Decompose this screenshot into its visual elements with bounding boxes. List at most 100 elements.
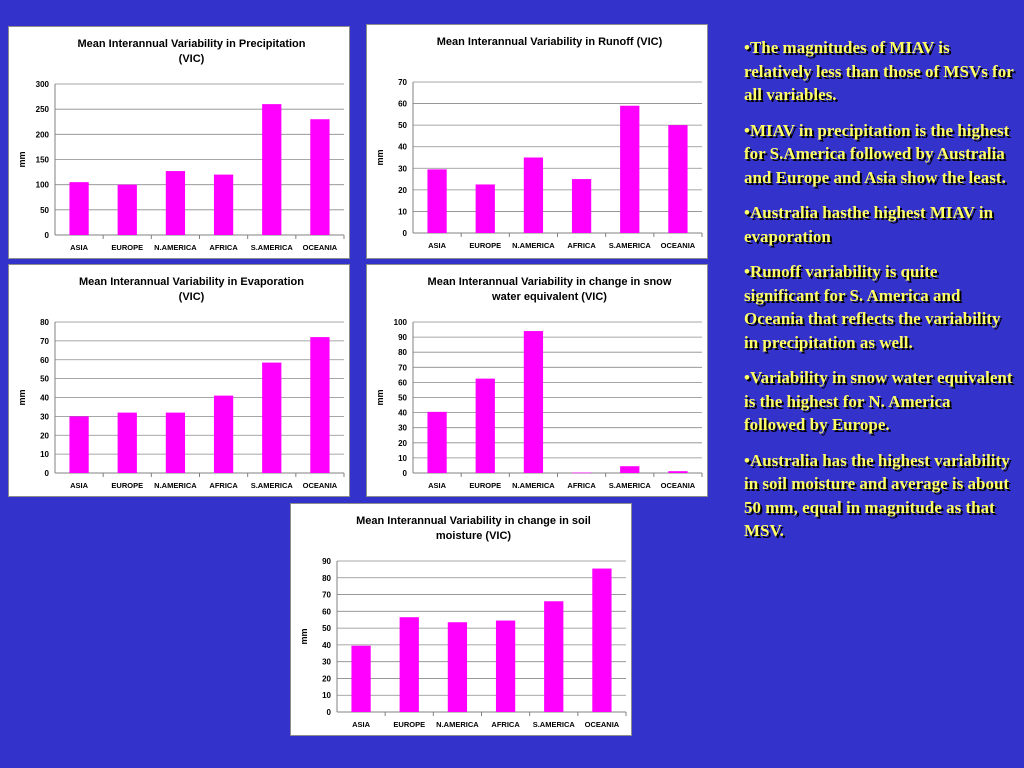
- bar-chart: Mean Interannual Variability in change i…: [299, 515, 627, 729]
- x-tick-label: N.AMERICA: [436, 720, 479, 729]
- y-tick-label: 60: [398, 100, 407, 109]
- y-tick-label: 300: [36, 80, 50, 89]
- bar: [69, 416, 89, 473]
- bar: [165, 412, 186, 473]
- bar: [571, 179, 592, 233]
- y-axis-label: mm: [375, 149, 385, 165]
- x-tick-label: EUROPE: [111, 481, 143, 490]
- y-tick-label: 10: [398, 207, 407, 216]
- note-item: •Runoff variability is quite significant…: [744, 262, 1001, 352]
- x-tick-label: OCEANIA: [661, 481, 696, 490]
- y-tick-label: 50: [322, 624, 331, 633]
- x-tick-label: AFRICA: [209, 481, 238, 490]
- y-tick-label: 100: [394, 318, 408, 327]
- chart-panel-precipitation: Mean Interannual Variability in Precipit…: [8, 26, 350, 259]
- y-tick-label: 0: [327, 708, 332, 717]
- y-tick-label: 70: [398, 78, 407, 87]
- x-tick-label: S.AMERICA: [251, 243, 294, 252]
- bar: [310, 337, 330, 473]
- x-tick-label: EUROPE: [111, 243, 143, 252]
- chart-title: Mean Interannual Variability in Precipit…: [78, 38, 306, 50]
- y-tick-label: 30: [322, 658, 331, 667]
- y-tick-label: 70: [398, 363, 407, 372]
- y-tick-label: 90: [398, 333, 407, 342]
- y-tick-label: 30: [398, 424, 407, 433]
- bar: [571, 472, 592, 474]
- y-tick-label: 80: [398, 348, 407, 357]
- y-tick-label: 90: [322, 557, 331, 566]
- x-tick-label: N.AMERICA: [154, 481, 197, 490]
- bar: [620, 105, 640, 233]
- bar: [427, 411, 447, 473]
- chart-title: Mean Interannual Variability in change i…: [356, 515, 591, 527]
- y-tick-label: 100: [36, 181, 50, 190]
- chart-panel-evaporation: Mean Interannual Variability in Evaporat…: [8, 264, 350, 497]
- y-tick-label: 60: [322, 607, 331, 616]
- bullet-notes: •The magnitudes of MIAV is relatively le…: [744, 36, 1016, 555]
- y-tick-label: 10: [322, 691, 331, 700]
- y-tick-label: 50: [398, 394, 407, 403]
- y-tick-label: 40: [398, 409, 407, 418]
- bar: [262, 362, 282, 473]
- y-tick-label: 80: [322, 574, 331, 583]
- y-tick-label: 250: [36, 105, 50, 114]
- bar: [475, 184, 495, 233]
- note-item: •Variability in snow water equivalent is…: [744, 368, 1013, 434]
- bar-chart: Mean Interannual Variability in Evaporat…: [17, 276, 345, 490]
- bar: [495, 620, 516, 712]
- x-tick-label: EUROPE: [469, 481, 501, 490]
- chart-title: (VIC): [179, 291, 205, 303]
- x-tick-label: EUROPE: [469, 241, 501, 250]
- bar-chart: Mean Interannual Variability in Runoff (…: [375, 36, 703, 250]
- bar: [592, 568, 612, 712]
- x-tick-label: AFRICA: [491, 720, 520, 729]
- y-tick-label: 20: [398, 186, 407, 195]
- bar: [447, 622, 468, 712]
- x-tick-label: S.AMERICA: [251, 481, 294, 490]
- bar: [213, 395, 234, 473]
- y-tick-label: 30: [40, 412, 49, 421]
- x-tick-label: OCEANIA: [585, 720, 620, 729]
- y-tick-label: 30: [398, 164, 407, 173]
- bar: [213, 174, 234, 235]
- x-tick-label: ASIA: [70, 481, 89, 490]
- bar: [165, 171, 186, 235]
- y-tick-label: 40: [322, 641, 331, 650]
- x-tick-label: N.AMERICA: [512, 241, 555, 250]
- y-tick-label: 50: [398, 121, 407, 130]
- chart-panel-runoff: Mean Interannual Variability in Runoff (…: [366, 24, 708, 259]
- y-axis-label: mm: [17, 389, 27, 405]
- bar: [427, 169, 447, 233]
- y-tick-label: 0: [45, 231, 50, 240]
- y-tick-label: 0: [403, 229, 408, 238]
- x-tick-label: N.AMERICA: [512, 481, 555, 490]
- bar: [117, 184, 137, 235]
- x-tick-label: OCEANIA: [303, 481, 338, 490]
- bar: [620, 466, 640, 473]
- chart-title: water equivalent (VIC): [491, 291, 607, 303]
- x-tick-label: ASIA: [428, 481, 447, 490]
- x-tick-label: S.AMERICA: [609, 481, 652, 490]
- y-tick-label: 150: [36, 156, 50, 165]
- bar: [69, 182, 89, 235]
- y-axis-label: mm: [299, 628, 309, 644]
- note-item: •The magnitudes of MIAV is relatively le…: [744, 38, 1014, 104]
- y-tick-label: 70: [40, 337, 49, 346]
- bar-chart: Mean Interannual Variability in Precipit…: [17, 38, 345, 252]
- x-tick-label: N.AMERICA: [154, 243, 197, 252]
- bar: [544, 601, 564, 712]
- chart-panel-snow-water-equivalent: Mean Interannual Variability in change i…: [366, 264, 708, 497]
- y-tick-label: 20: [322, 674, 331, 683]
- x-tick-label: AFRICA: [567, 241, 596, 250]
- bar: [523, 331, 544, 473]
- bar: [399, 617, 419, 712]
- x-tick-label: ASIA: [352, 720, 371, 729]
- bar: [523, 157, 544, 233]
- x-tick-label: OCEANIA: [303, 243, 338, 252]
- note-item: •Australia hasthe highest MIAV in evapor…: [744, 203, 994, 246]
- note-item: •MIAV in precipitation is the highest fo…: [744, 120, 1010, 187]
- y-tick-label: 50: [40, 375, 49, 384]
- y-tick-label: 10: [398, 454, 407, 463]
- x-tick-label: EUROPE: [393, 720, 425, 729]
- y-tick-label: 0: [45, 469, 50, 478]
